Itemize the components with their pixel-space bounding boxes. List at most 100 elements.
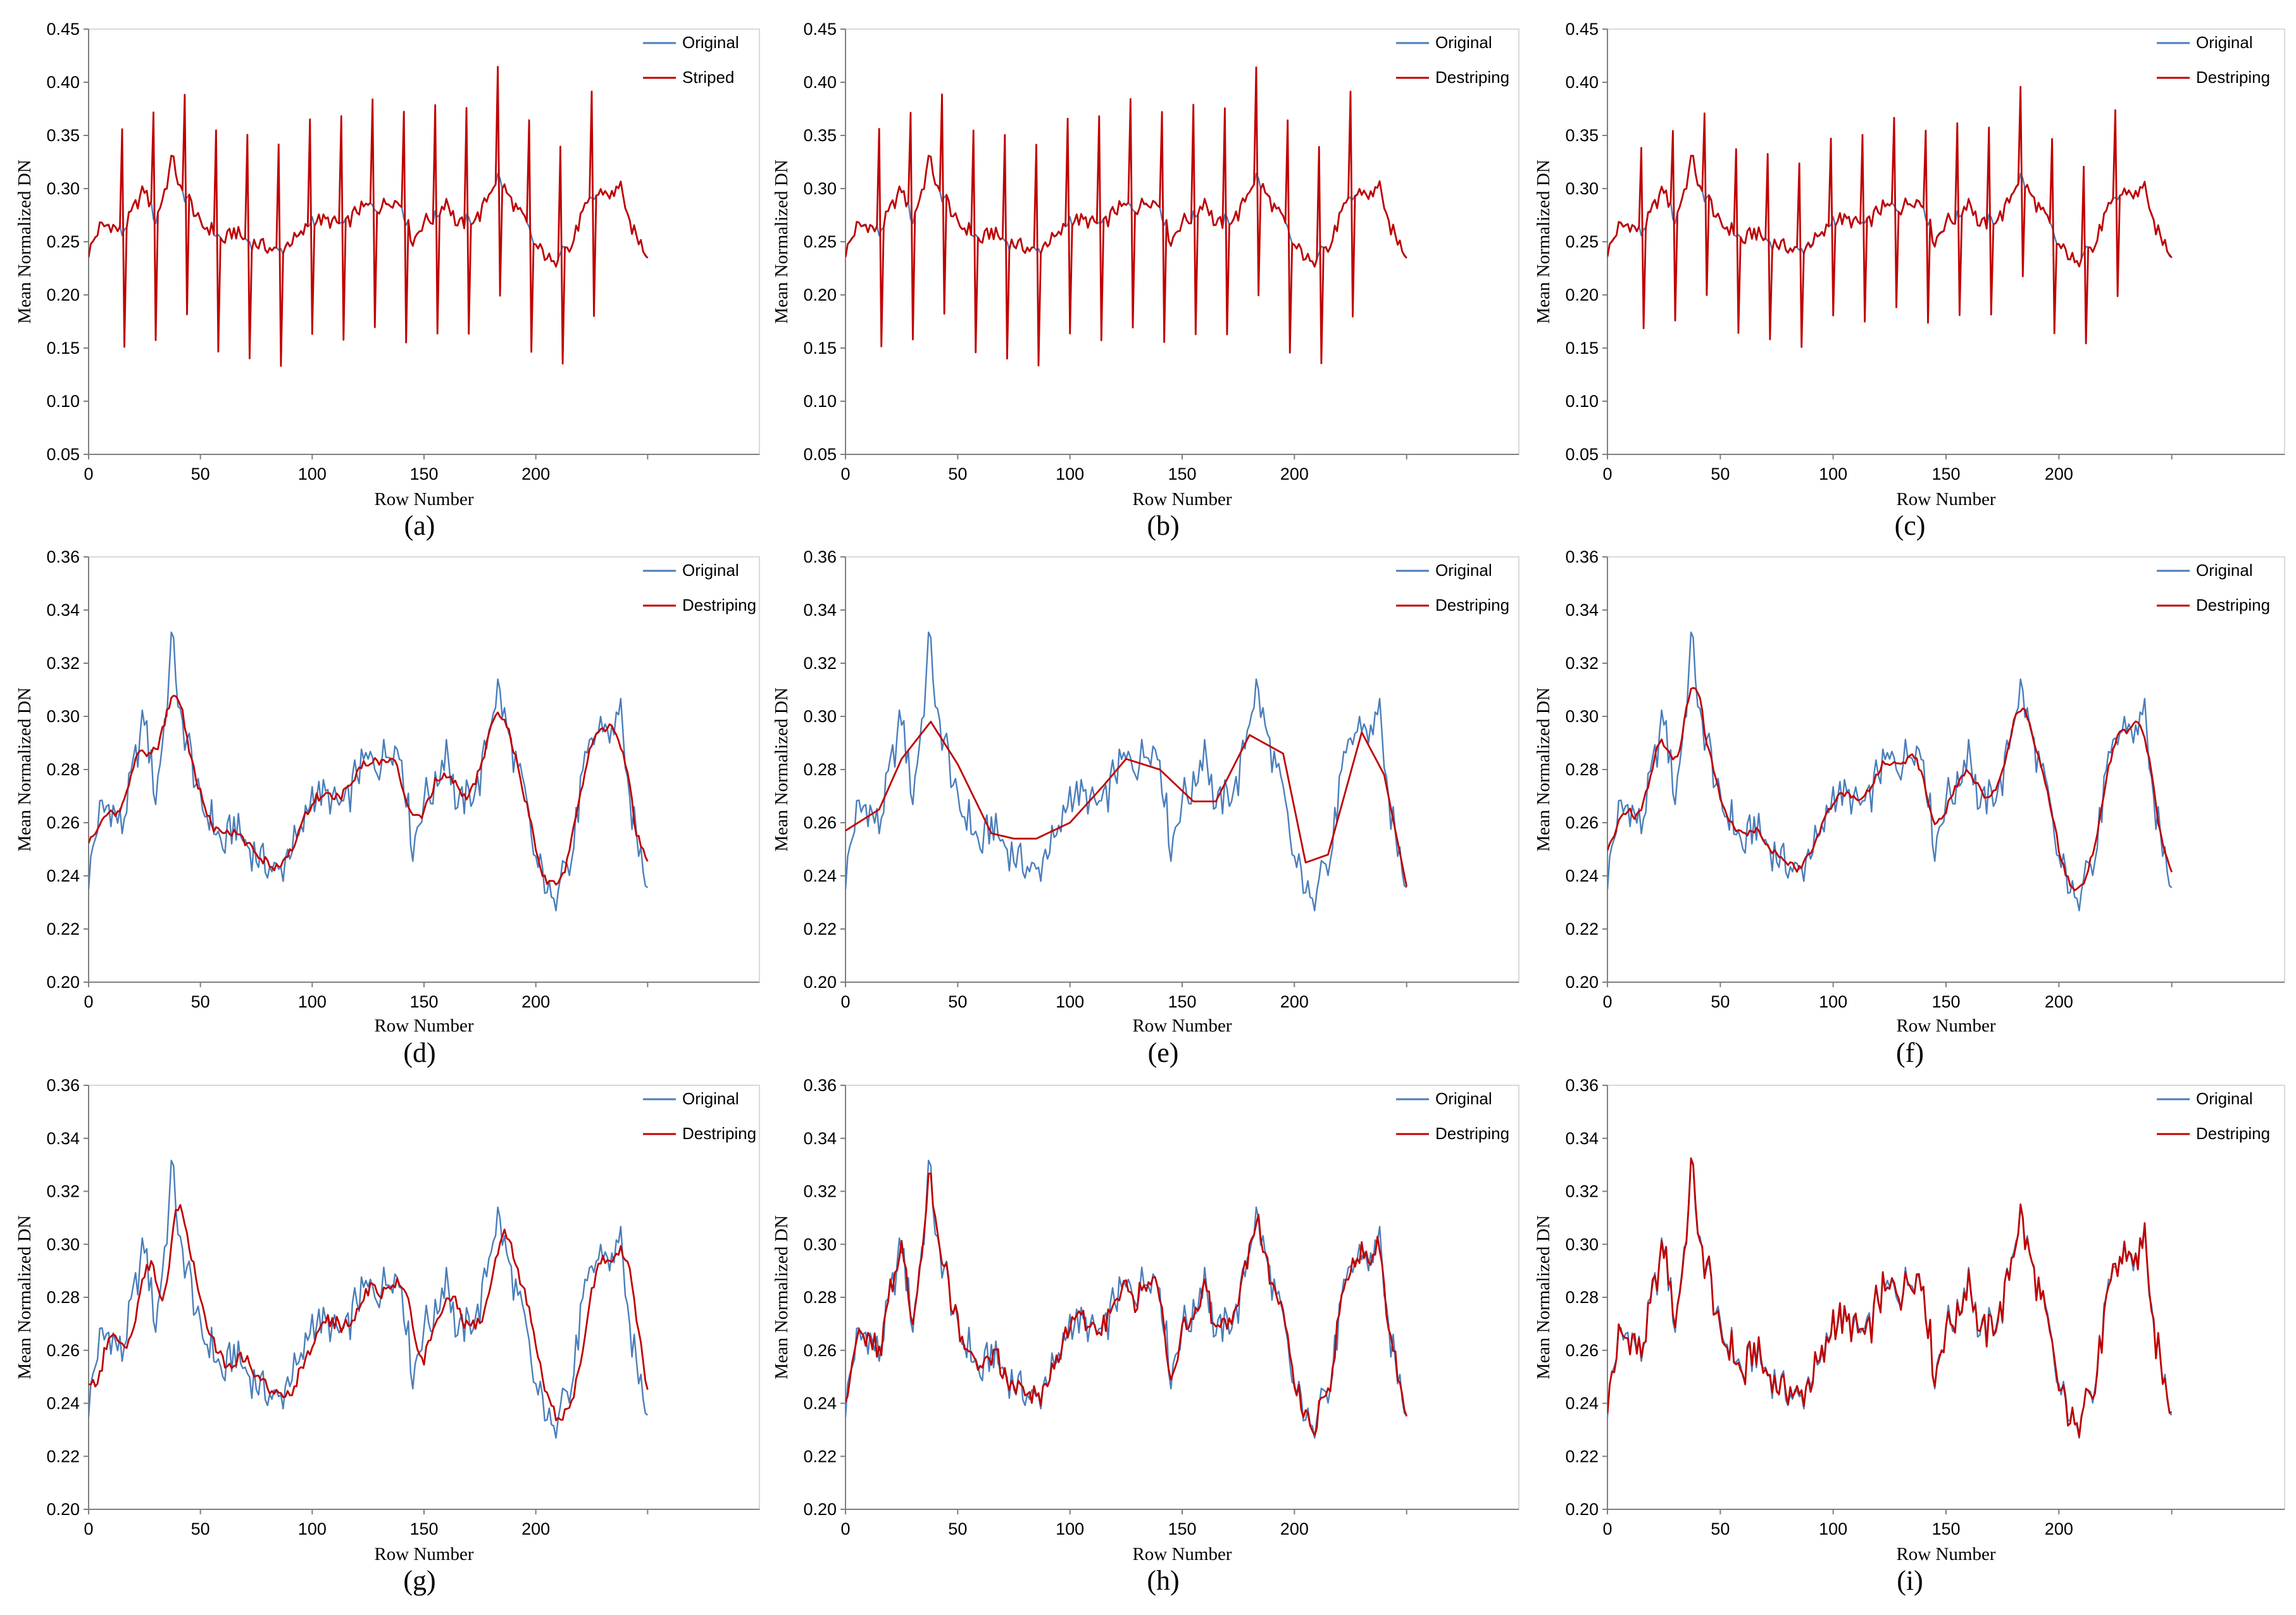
y-tick-label: 0.45: [1565, 20, 1599, 39]
chart-panel-h: 0.20 0.22 0.24 0.26 0.28 0.30 0.32 0.34 0.36 0 50 1…: [771, 1076, 1519, 1596]
y-tick-label: 0.30: [1565, 1235, 1599, 1254]
panel-caption: (c): [1895, 510, 1926, 541]
y-tick-label: 0.22: [46, 920, 80, 938]
plot-frame: [88, 556, 760, 983]
y-tick-label: 0.28: [46, 1288, 80, 1307]
x-tick-label: 200: [521, 992, 550, 1011]
y-tick-label: 0.20: [46, 1500, 80, 1519]
y-tick-label: 0.20: [1565, 285, 1599, 304]
plot-frame: [1607, 556, 2285, 983]
y-tick-label: 0.36: [46, 547, 80, 566]
x-tick-label: 50: [1711, 465, 1730, 483]
x-tick-label: 150: [1931, 1519, 1960, 1538]
x-tick-label: 50: [948, 992, 967, 1011]
x-tick-label: 200: [2045, 465, 2073, 483]
x-axis-label: Row Number: [1896, 1016, 1995, 1036]
y-tick-label: 0.28: [1565, 1288, 1599, 1307]
legend-label-original: Original: [1435, 561, 1492, 580]
legend-label-destriping: Destriping: [1435, 68, 1509, 87]
panel-caption: (f): [1896, 1037, 1924, 1068]
legend-label-destriping: Destriping: [1435, 1124, 1509, 1143]
y-tick-label: 0.24: [803, 866, 837, 885]
y-tick-label: 0.22: [803, 920, 837, 938]
series-line-destriping: [1607, 1157, 2173, 1438]
x-tick-label: 50: [191, 465, 210, 483]
y-tick-label: 0.24: [46, 1394, 80, 1413]
x-tick-label: 100: [1056, 992, 1084, 1011]
y-tick-label: 0.26: [46, 813, 80, 832]
y-tick-label: 0.30: [46, 179, 80, 198]
y-tick-label: 0.15: [803, 339, 837, 358]
x-tick-label: 50: [1711, 1519, 1730, 1538]
x-tick-label: 200: [1280, 1519, 1309, 1538]
chart-panel-b: 0.05 0.10 0.15 0.20 0.25 0.30 0.35 0.40 0.45 0 50 1…: [771, 20, 1519, 541]
y-tick-label: 0.20: [1565, 1500, 1599, 1519]
x-tick-label: 200: [1280, 992, 1309, 1011]
y-tick-label: 0.34: [803, 1129, 837, 1148]
legend-label-striped: Striped: [682, 68, 734, 87]
panel-caption: (g): [403, 1565, 435, 1596]
x-tick-label: 100: [298, 465, 327, 483]
y-tick-label: 0.30: [1565, 179, 1599, 198]
y-tick-label: 0.40: [46, 73, 80, 92]
y-tick-label: 0.32: [1565, 1182, 1599, 1201]
y-tick-label: 0.20: [803, 1500, 837, 1519]
series-line-destriping: [89, 694, 649, 886]
y-tick-label: 0.36: [46, 1076, 80, 1095]
x-tick-label: 150: [1168, 1519, 1196, 1538]
y-tick-label: 0.22: [803, 1447, 837, 1466]
y-tick-label: 0.05: [1565, 445, 1599, 464]
x-tick-label: 150: [1168, 992, 1196, 1011]
y-tick-label: 0.34: [803, 601, 837, 620]
series-line-original: [1607, 631, 2173, 912]
legend-label-original: Original: [682, 561, 739, 580]
legend-label-destriping: Destriping: [682, 1124, 756, 1143]
chart-panel-g: 0.20 0.22 0.24 0.26 0.28 0.30 0.32 0.34 0.36 0 50 1…: [15, 1076, 760, 1596]
y-axis-label: Mean Normalized DN: [1533, 159, 1554, 323]
panel-caption: (b): [1147, 510, 1179, 541]
y-tick-label: 0.10: [46, 392, 80, 411]
y-tick-label: 0.26: [46, 1341, 80, 1360]
legend-label-original: Original: [682, 1089, 739, 1108]
legend-label-original: Original: [2196, 561, 2253, 580]
y-tick-label: 0.05: [803, 445, 837, 464]
panel-caption: (a): [404, 510, 435, 541]
y-tick-label: 0.26: [1565, 813, 1599, 832]
x-tick-label: 50: [948, 465, 967, 483]
y-tick-label: 0.30: [1565, 707, 1599, 726]
y-tick-label: 0.45: [46, 20, 80, 39]
legend-label-destriping: Destriping: [2196, 68, 2270, 87]
series-line-destriping: [1607, 85, 2173, 348]
legend-label-destriping: Destriping: [2196, 595, 2270, 614]
y-tick-label: 0.34: [46, 601, 80, 620]
chart-panel-i: 0.20 0.22 0.24 0.26 0.28 0.30 0.32 0.34 0.36 0 50 1…: [1533, 1076, 2285, 1596]
y-tick-label: 0.32: [46, 654, 80, 673]
chart-panel-d: 0.20 0.22 0.24 0.26 0.28 0.30 0.32 0.34 0.36 0 50 1…: [15, 547, 760, 1068]
x-tick-label: 0: [84, 992, 93, 1011]
legend-label-destriping: Destriping: [682, 595, 756, 614]
plot-frame: [88, 1085, 760, 1510]
x-tick-label: 0: [840, 1519, 850, 1538]
y-tick-label: 0.30: [803, 707, 837, 726]
x-tick-label: 100: [1819, 465, 1847, 483]
y-axis-label: Mean Normalized DN: [1533, 1215, 1554, 1379]
y-tick-label: 0.20: [803, 285, 837, 304]
x-tick-label: 200: [521, 465, 550, 483]
y-tick-label: 0.24: [46, 866, 80, 885]
series-line-striped: [89, 66, 649, 367]
x-tick-label: 0: [84, 465, 93, 483]
legend-label-original: Original: [1435, 1089, 1492, 1108]
y-tick-label: 0.25: [803, 232, 837, 251]
y-tick-label: 0.20: [46, 285, 80, 304]
legend-label-original: Original: [682, 33, 739, 52]
x-tick-label: 150: [409, 465, 438, 483]
series-line-destriping: [845, 66, 1407, 366]
legend-label-destriping: Destriping: [1435, 595, 1509, 614]
x-tick-label: 100: [1056, 1519, 1084, 1538]
y-tick-label: 0.20: [1565, 973, 1599, 992]
y-tick-label: 0.30: [803, 179, 837, 198]
plot-frame: [1607, 28, 2285, 455]
x-tick-label: 150: [409, 1519, 438, 1538]
chart-panel-c: 0.05 0.10 0.15 0.20 0.25 0.30 0.35 0.40 0.45 0 50 1…: [1533, 20, 2285, 541]
